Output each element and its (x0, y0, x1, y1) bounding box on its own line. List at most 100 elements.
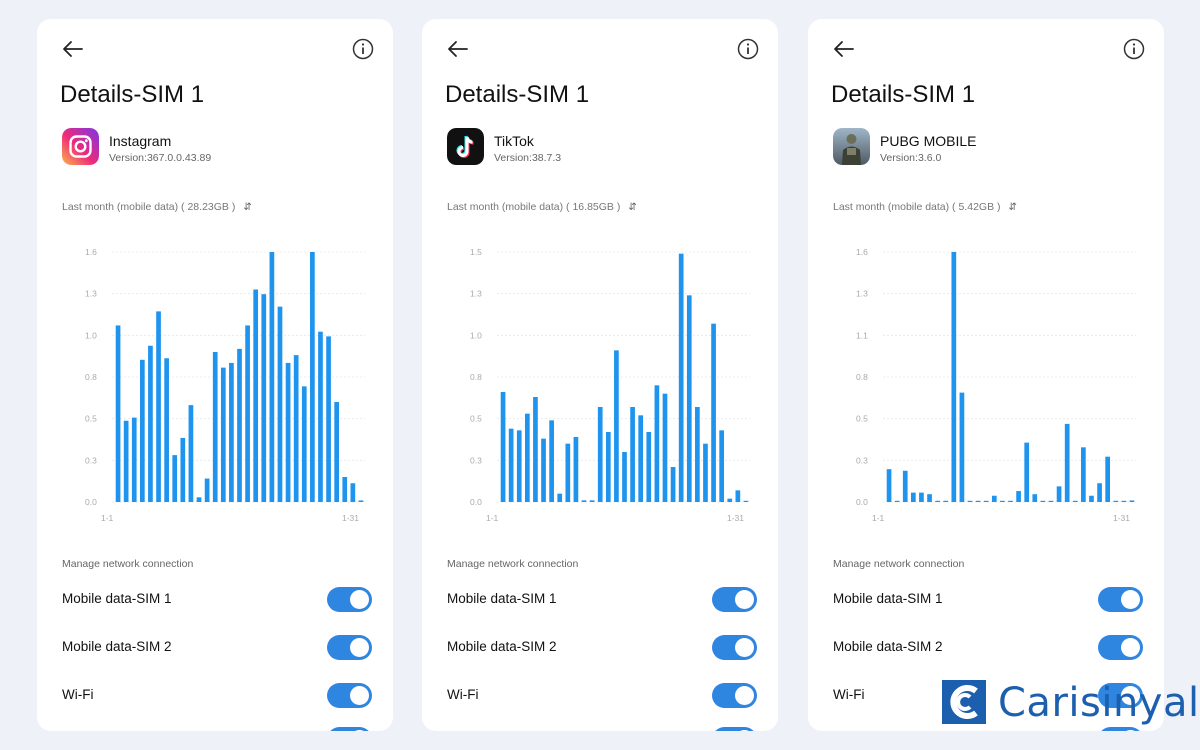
app-version: Version:38.7.3 (494, 152, 562, 164)
page-title: Details-SIM 1 (831, 81, 976, 108)
mobile-data-sim1-row: Mobile data-SIM 1 (62, 584, 372, 614)
y-tick-label: 1.3 (470, 289, 482, 299)
toggle-knob (350, 686, 369, 705)
y-tick-label: 0.0 (85, 497, 97, 507)
usage-bar (662, 393, 668, 502)
usage-bar (1024, 442, 1030, 502)
y-tick-label: 0.8 (85, 372, 97, 382)
info-icon[interactable] (1123, 38, 1145, 60)
background-data-toggle[interactable] (327, 727, 372, 731)
period-selector[interactable]: Last month (mobile data) ( 16.85GB ) ⇵ (447, 201, 637, 213)
usage-bar-chart: 0.0 0.3 0.5 0.8 1.0 1.3 1.5 1-1 1-31 (470, 247, 750, 523)
usage-bar (630, 407, 635, 502)
tiktok-icon (447, 128, 484, 165)
usage-bar (719, 430, 725, 502)
usage-bar (983, 500, 989, 502)
app-name: Instagram (109, 133, 172, 149)
wifi-toggle[interactable] (712, 683, 757, 708)
usage-bar (967, 500, 973, 502)
usage-bar (500, 392, 506, 502)
row-label: Mobile data-SIM 2 (833, 639, 943, 654)
wifi-row: Wi-Fi (833, 680, 1143, 710)
usage-bar (686, 295, 692, 502)
usage-bar (310, 252, 315, 502)
section-heading: Manage network connection (447, 558, 579, 570)
usage-bar (589, 500, 595, 502)
usage-bar (894, 500, 900, 502)
usage-bar-chart: 0.0 0.3 0.5 0.8 1.1 1.3 1.6 1-1 1-31 (856, 247, 1136, 523)
mobile-data-sim2-toggle[interactable] (327, 635, 372, 660)
usage-bar (277, 306, 283, 502)
usage-bar (614, 350, 619, 502)
usage-bar (253, 289, 259, 502)
usage-bar (959, 392, 965, 502)
wifi-row: Wi-Fi (447, 680, 757, 710)
usage-bar (293, 355, 299, 502)
usage-bar (1064, 423, 1070, 502)
instagram-icon (62, 128, 99, 165)
usage-bar (1097, 483, 1102, 502)
x-tick-label: 1-1 (101, 513, 114, 523)
background-data-toggle[interactable] (1098, 727, 1143, 731)
info-icon[interactable] (737, 38, 759, 60)
usage-bar (1048, 500, 1054, 502)
usage-bar (943, 500, 949, 502)
mobile-data-sim2-row: Mobile data-SIM 2 (62, 632, 372, 662)
y-tick-label: 0.5 (470, 414, 482, 424)
usage-bar (886, 469, 892, 502)
x-tick-label: 1-31 (727, 513, 744, 523)
usage-bar (212, 352, 218, 502)
usage-bar (1113, 500, 1119, 502)
usage-bar (301, 386, 307, 502)
mobile-data-sim1-toggle[interactable] (712, 587, 757, 612)
usage-bar (1032, 494, 1038, 502)
background-data-row (447, 724, 757, 731)
mobile-data-sim1-toggle[interactable] (327, 587, 372, 612)
usage-bar-chart: 0.0 0.3 0.5 0.8 1.0 1.3 1.6 1-1 1-31 (85, 247, 365, 523)
carisinyal-logo-icon (942, 680, 986, 724)
x-tick-label: 1-1 (872, 513, 885, 523)
usage-bar (172, 455, 178, 502)
page-title: Details-SIM 1 (60, 81, 205, 108)
usage-bar (919, 492, 924, 502)
usage-bar (597, 407, 603, 502)
y-tick-label: 0.3 (856, 455, 868, 465)
usage-bar (1000, 500, 1005, 502)
usage-bar (358, 500, 364, 502)
y-tick-label: 1.1 (856, 330, 868, 340)
y-tick-label: 0.0 (470, 497, 482, 507)
usage-bar (131, 417, 137, 502)
usage-bar (605, 432, 611, 502)
period-label: Last month (mobile data) ( 5.42GB ) (833, 201, 1001, 213)
toggle-knob (735, 730, 754, 731)
pubg-icon (833, 128, 870, 165)
back-arrow-icon[interactable] (446, 37, 470, 61)
mobile-data-sim2-toggle[interactable] (712, 635, 757, 660)
period-selector[interactable]: Last month (mobile data) ( 28.23GB ) ⇵ (62, 201, 252, 213)
row-label: Wi-Fi (62, 687, 94, 702)
wifi-toggle[interactable] (1098, 683, 1143, 708)
usage-bar (735, 490, 741, 502)
y-tick-label: 0.5 (85, 414, 97, 424)
back-arrow-icon[interactable] (832, 37, 856, 61)
usage-bar (508, 428, 514, 502)
y-tick-label: 0.5 (856, 414, 868, 424)
period-selector[interactable]: Last month (mobile data) ( 5.42GB ) ⇵ (833, 201, 1017, 213)
usage-bar (1056, 486, 1062, 502)
row-label: Mobile data-SIM 2 (447, 639, 557, 654)
app-name: PUBG MOBILE (880, 133, 977, 149)
row-label: Mobile data-SIM 1 (62, 591, 172, 606)
toggle-knob (350, 730, 369, 731)
mobile-data-sim2-toggle[interactable] (1098, 635, 1143, 660)
background-data-toggle[interactable] (712, 727, 757, 731)
mobile-data-sim1-toggle[interactable] (1098, 587, 1143, 612)
info-icon[interactable] (352, 38, 374, 60)
back-arrow-icon[interactable] (61, 37, 85, 61)
wifi-toggle[interactable] (327, 683, 372, 708)
usage-bar (935, 500, 940, 502)
app-version: Version:3.6.0 (880, 152, 942, 164)
sort-arrows-icon: ⇵ (1008, 202, 1017, 213)
toggle-knob (1121, 590, 1140, 609)
usage-bar (123, 420, 129, 502)
wifi-row: Wi-Fi (62, 680, 372, 710)
